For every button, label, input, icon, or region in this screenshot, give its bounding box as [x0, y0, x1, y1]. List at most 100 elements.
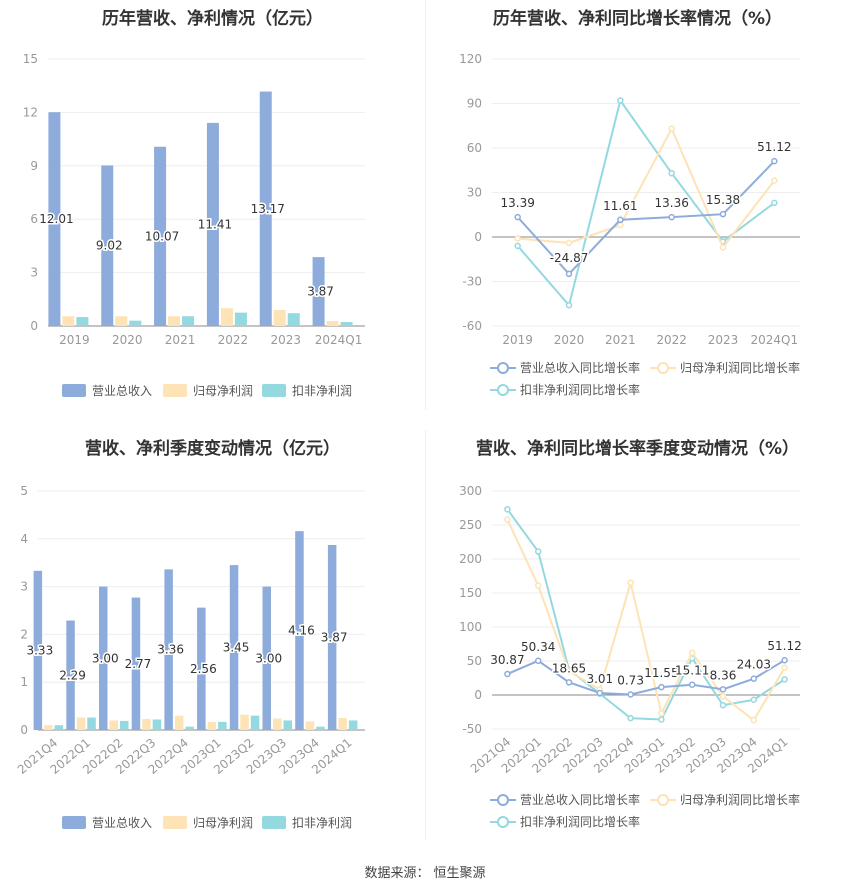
bar [76, 317, 89, 326]
data-point [565, 679, 573, 686]
line-data-label: 15.38 [706, 193, 740, 207]
y-tick-label: -30 [462, 275, 482, 289]
data-point [781, 676, 788, 683]
line-data-label: 51.12 [757, 140, 791, 154]
annual-growth-panel: 历年营收、净利同比增长率情况（%） -60 -30 0 30 60 90 120 2019 20… [425, 0, 850, 420]
legend-label: 扣非净利润 [292, 816, 352, 830]
legend-marker [497, 816, 509, 828]
legend-swatch [262, 384, 286, 397]
bar-data-label: 3.00 [255, 651, 282, 665]
bar [174, 715, 184, 730]
bar [262, 586, 271, 730]
bar [164, 569, 173, 730]
legend-label: 归母净利润同比增长率 [680, 360, 800, 375]
data-point [719, 701, 727, 709]
annual-revenue-profit-chart: 0 3 6 9 12 15 2019 2020 2021 2022 2023 2024Q1 12.01 9… [23, 52, 365, 398]
legend-label: 营业总收入同比增长率 [520, 792, 640, 807]
data-point [688, 681, 696, 688]
data-point [596, 689, 604, 697]
x-tick-label: 2020 [554, 333, 585, 347]
legend-label: 归母净利润 [193, 384, 253, 398]
line-data-label: 13.39 [500, 196, 534, 210]
bar [168, 316, 181, 326]
bar-data-label: 12.01 [39, 212, 73, 226]
bar [101, 165, 114, 326]
chart-title: 历年营收、净利情况（亿元） [102, 9, 323, 29]
quarterly-growth-panel: 营收、净利同比增长率季度变动情况（%） -50 0 50 100 150 200 250 30… [425, 430, 850, 850]
bar [250, 715, 260, 730]
bar-data-label: 3.45 [223, 641, 250, 655]
y-tick-label: 15 [23, 52, 38, 66]
bar [272, 718, 282, 730]
bar [129, 320, 142, 326]
y-tick-label: 12 [23, 105, 38, 119]
x-tick-label: 2023 [708, 333, 739, 347]
data-point [514, 213, 521, 221]
bar [87, 717, 96, 730]
quarterly-growth-chart: -500501001502002503002021Q42022Q12022Q22… [459, 484, 803, 829]
y-tick-label: 0 [30, 319, 38, 333]
legend-label: 营业总收入 [92, 816, 152, 830]
x-tick-label: 2019 [502, 333, 533, 347]
data-point [514, 242, 521, 250]
bar [109, 720, 119, 730]
legend-marker [657, 794, 669, 806]
bar [154, 146, 167, 326]
bar [48, 112, 61, 326]
data-point [750, 696, 758, 704]
data-point [771, 199, 778, 207]
data-point [617, 97, 624, 104]
data-point [617, 221, 624, 229]
bar [44, 725, 53, 730]
line-data-label: 15.11 [675, 664, 709, 678]
bar [54, 725, 64, 730]
bar [185, 726, 194, 730]
legend-label: 扣非净利润 [292, 384, 352, 398]
bar-data-label: 3.36 [157, 643, 184, 657]
annual-revenue-profit-panel: 历年营收、净利情况（亿元） 0 3 6 9 12 15 2019 2020 2021 2022 20… [0, 0, 425, 420]
bar-data-label: 10.07 [145, 229, 179, 243]
chart-title: 历年营收、净利同比增长率情况（%） [492, 9, 783, 29]
bar-data-label: 3.00 [92, 651, 119, 665]
legend-label: 营业总收入同比增长率 [520, 360, 640, 375]
data-point [750, 716, 758, 724]
line-data-label: -24.87 [550, 251, 589, 265]
bar-data-label: 9.02 [96, 239, 123, 253]
quarterly-revenue-profit-chart: 0123452021Q42022Q12022Q22022Q32022Q42023… [15, 484, 365, 830]
data-source-name: 恒生聚源 [433, 866, 486, 881]
data-point [534, 657, 542, 665]
y-tick-label: 300 [459, 484, 482, 498]
legend-label: 归母净利润同比增长率 [680, 792, 800, 807]
bar [348, 720, 358, 730]
y-tick-label: 250 [459, 518, 482, 532]
y-tick-label: 120 [459, 52, 482, 66]
data-point [565, 239, 573, 247]
data-point [504, 506, 511, 513]
bar-data-label: 3.87 [321, 631, 348, 645]
y-tick-label: 3 [20, 580, 28, 594]
series-line [506, 508, 786, 721]
bar-data-label: 3.33 [26, 643, 53, 657]
data-point [719, 693, 727, 700]
bar [206, 122, 219, 326]
bar [197, 607, 206, 730]
bar [327, 545, 337, 730]
line-data-label: 0.73 [617, 674, 644, 688]
chart-title: 营收、净利同比增长率季度变动情况（%） [475, 439, 800, 459]
line-data-label: 8.36 [710, 668, 737, 682]
data-point [719, 686, 727, 693]
y-tick-label: 4 [20, 532, 28, 546]
bar [229, 565, 239, 730]
data-point [627, 691, 634, 698]
legend-swatch [62, 816, 86, 829]
bar [207, 721, 217, 730]
bar [142, 719, 151, 730]
bar-data-label: 4.16 [288, 624, 315, 638]
y-tick-label: 0 [474, 688, 482, 702]
x-tick-label: 2024Q1 [751, 333, 799, 347]
bar [152, 719, 162, 730]
bar [182, 316, 195, 326]
data-point [781, 656, 788, 664]
line-data-label: 24.03 [737, 658, 771, 672]
quarterly-revenue-profit-panel: 营收、净利季度变动情况（亿元） 0 1 2 3 4 5 2021Q4 2022Q1 2022Q2… [0, 430, 425, 850]
